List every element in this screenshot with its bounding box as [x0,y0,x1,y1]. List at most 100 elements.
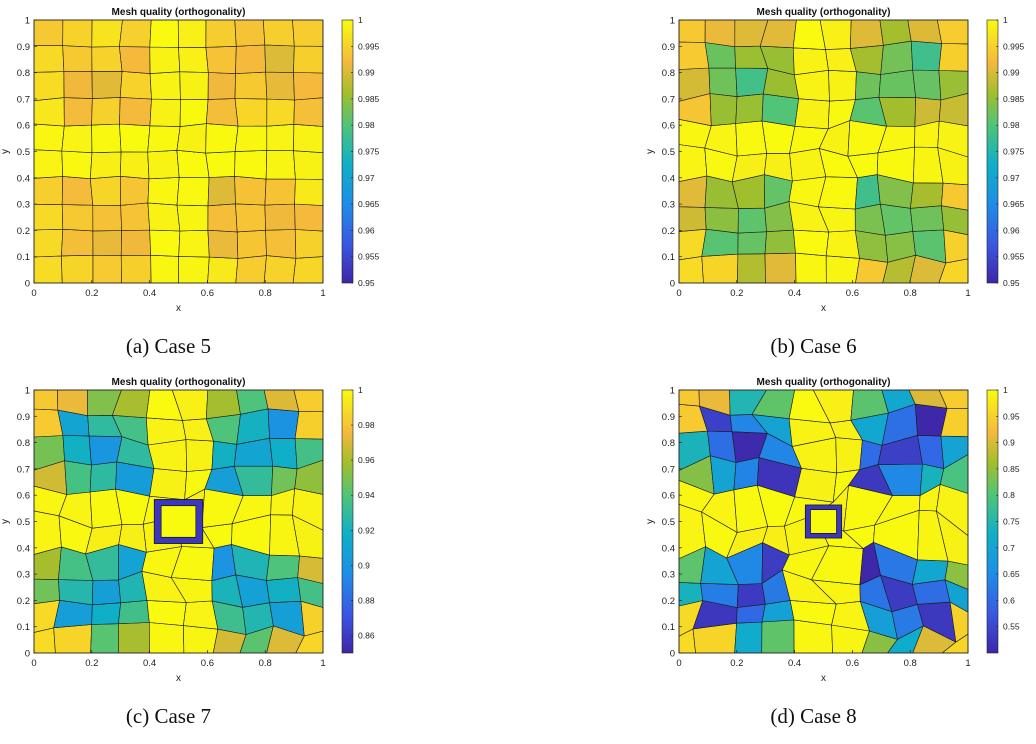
panel-caption: (a) Case 5 [126,334,211,358]
colorbar-tick-label: 1 [358,385,363,395]
mesh-chart-c: Mesh quality (orthogonality) 0 0.2 0.4 0.6 0.… [0,377,375,728]
colorbar-tick-label: 0.9 [1003,438,1015,448]
colorbar-tick-label: 0.88 [358,595,375,605]
x-axis-label: x [176,673,181,684]
mesh-chart-b: Mesh quality (orthogonality) 0 0.2 0.4 0.6 0.… [645,7,1025,358]
colorbar-tick-label: 0.95 [1003,278,1020,288]
mesh-cell [62,19,93,48]
mesh-cell [793,619,833,654]
x-tick-label: 0.6 [201,658,214,669]
colorbar-tick-label: 0.92 [358,525,375,535]
y-tick-label: 1 [25,386,30,397]
colorbar-tick-label: 0.94 [358,490,375,500]
mesh-cell [89,175,122,206]
y-tick-label: 0.3 [17,570,30,581]
mesh-cell [118,622,150,654]
y-tick-label: 0.4 [662,173,675,184]
colorbar-tick-label: 0.98 [358,120,375,130]
mesh-cell [793,229,830,257]
colorbar-tick-label: 0.97 [358,173,375,183]
mesh-cell [265,150,296,180]
mesh-cell [120,229,152,256]
x-tick-label: 0.8 [259,288,272,299]
mesh-cell [33,97,65,127]
mesh-cell [119,175,150,206]
mesh-cell [91,123,122,154]
mesh-cell [678,256,704,284]
mesh-cell [234,125,268,152]
mesh-cell [794,467,837,503]
mesh-cell [880,40,914,75]
mesh-cell [147,149,180,180]
mesh-cell [737,253,766,284]
mesh-cell [264,178,296,206]
mesh-cell [61,124,93,154]
x-tick-label: 0.8 [904,288,917,299]
mesh-cell [146,600,187,626]
mesh-cell [292,256,324,284]
mesh-cell [265,229,297,259]
mesh-cell [63,71,93,99]
chart-panel-b: Mesh quality (orthogonality) 0 0.2 0.4 0.6 0.… [645,0,1036,369]
mesh-cell [183,625,219,654]
y-tick-label: 1 [25,16,30,27]
mesh-cell [61,150,93,180]
mesh-cell [91,579,122,606]
mesh-cell [207,203,238,233]
mesh-cell [825,230,860,259]
mesh-cell [795,252,827,284]
mesh-cell [89,151,122,180]
y-axis-label: y [0,519,11,524]
mesh-cell [205,151,236,178]
colorbar-tick-label: 0.965 [358,199,380,209]
mesh-cell [120,202,151,231]
chart-panel-a: Mesh quality (orthogonality) 0 0.2 0.4 0.6 0.… [0,0,518,369]
mesh-cell [266,554,300,581]
mesh-cell [234,98,268,127]
mesh-cell [736,583,766,608]
mesh-cell [234,150,268,180]
mesh-cell [704,19,736,48]
colorbar-tick-label: 0.95 [358,278,375,288]
mesh-cell [266,577,302,604]
colorbar-tick-label: 0.97 [1003,173,1020,183]
mesh-cell [183,600,219,630]
mesh-cell [761,93,800,127]
colorbar-tick-label: 0.995 [358,41,380,51]
mesh-cell [735,67,769,97]
mesh-cell [61,228,94,257]
y-axis-label: y [0,149,11,154]
mesh-cell [149,19,179,48]
colorbar-tick-label: 0.955 [358,252,380,262]
x-tick-label: 0 [31,288,36,299]
colorbar-tick-label: 0.96 [358,225,375,235]
mesh-cell [150,254,180,284]
y-tick-label: 0.5 [17,517,30,528]
mesh-cell [91,97,121,126]
mesh-cell [92,204,122,232]
y-tick-label: 0.6 [662,121,675,132]
mesh-cell [205,19,237,48]
y-tick-label: 0.7 [17,94,30,105]
mesh-chart-d: Mesh quality (orthogonality) 0 0.2 0.4 0.6 0.… [645,377,1020,728]
mesh-cell [941,205,969,236]
mesh-cell [854,174,881,210]
colorbar-tick-label: 0.6 [1003,595,1015,605]
mesh-cell [92,230,122,256]
mesh-cell [794,98,830,130]
y-tick-label: 0.9 [17,42,30,53]
mesh-cell [828,69,857,102]
mesh-cell [234,175,267,206]
chart-title: Mesh quality (orthogonality) [757,7,891,18]
mesh-cell [119,46,151,74]
mesh-cell [764,229,796,255]
panel-caption: (d) Case 8 [770,704,856,728]
y-tick-label: 0.5 [17,147,30,158]
y-tick-label: 0 [25,279,30,290]
colorbar-tick-label: 0.98 [1003,120,1020,130]
mesh-cell [825,255,860,284]
x-tick-label: 0.2 [85,288,98,299]
y-tick-label: 0.3 [662,200,675,211]
colorbar-tick-label: 0.55 [1003,622,1020,632]
mesh-cell [234,19,266,47]
